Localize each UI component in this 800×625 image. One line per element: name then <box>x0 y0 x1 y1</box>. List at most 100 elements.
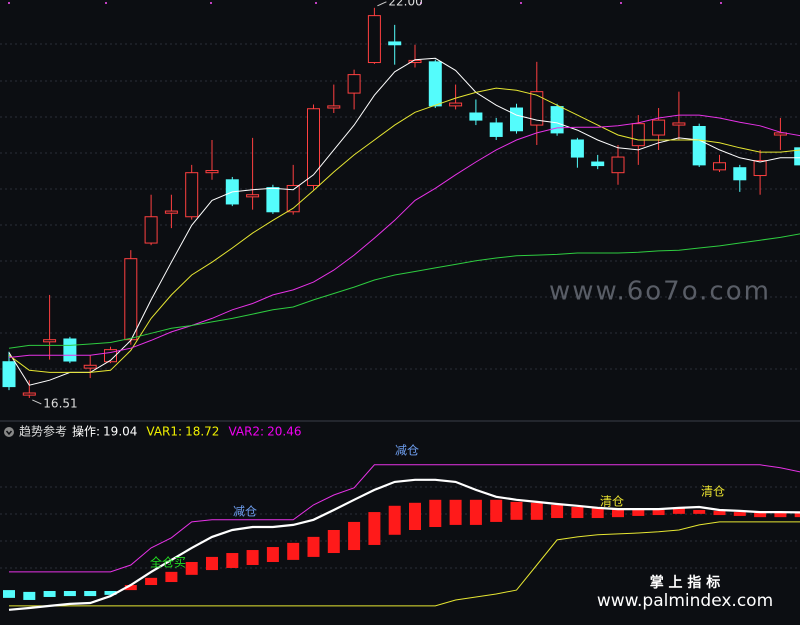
candle-body <box>2 361 16 388</box>
line <box>8 87 800 373</box>
candle-body <box>388 41 402 46</box>
line <box>8 233 800 349</box>
readouts: 操作: 19.04 VAR1: 18.72 VAR2: 20.46 <box>72 424 301 439</box>
candle-body <box>185 172 199 218</box>
signal-bar <box>3 590 15 598</box>
signal-bar <box>23 591 36 600</box>
candle-body <box>367 15 381 64</box>
readout-label: VAR2: <box>228 425 264 439</box>
candle-body <box>408 59 422 64</box>
candle-body <box>164 210 178 214</box>
signal-bar <box>124 585 137 591</box>
signal-label: 减仓 <box>233 505 257 519</box>
signal-bar <box>754 512 767 518</box>
candle-body <box>489 122 503 137</box>
candle-body <box>692 125 706 166</box>
signal-bar <box>733 512 746 516</box>
readout-value: 19.04 <box>103 425 137 439</box>
signal-bar <box>591 507 604 519</box>
collapse-arrow <box>5 430 13 436</box>
candle-body <box>713 162 726 171</box>
signal-bar <box>307 536 320 557</box>
signal-label: 清仓 <box>600 495 624 509</box>
candle-body <box>591 161 605 167</box>
line <box>9 464 800 573</box>
top-dots <box>8 2 722 4</box>
signal-bar <box>104 590 117 595</box>
signal-bar <box>185 561 198 575</box>
candle-body <box>327 105 341 109</box>
signal-label: 全仓买 <box>150 555 186 570</box>
signal-bar <box>490 499 503 522</box>
candle-body <box>205 170 219 174</box>
candle-body <box>652 119 666 136</box>
readout-value: 20.46 <box>267 425 301 439</box>
marker-arrow <box>377 1 387 7</box>
candle-body <box>570 139 584 158</box>
signal-bar <box>774 512 787 518</box>
signal-bar <box>672 507 685 514</box>
signal-bar <box>206 556 218 571</box>
signal-bar <box>632 509 645 516</box>
signal-bar <box>449 499 462 525</box>
watermark: 掌 上 指 标 <box>650 574 721 591</box>
candle-body <box>347 74 361 94</box>
candle-body <box>550 106 564 134</box>
line <box>8 114 800 358</box>
signal-bar <box>84 590 97 597</box>
watermark: www.palmindex.com <box>597 591 773 611</box>
signal-bar <box>43 590 56 597</box>
signal-bar <box>246 550 259 565</box>
readout-label: 操作: <box>72 424 100 439</box>
signal-bar <box>429 499 442 528</box>
signal-bar <box>388 505 401 535</box>
candle-body <box>753 160 767 177</box>
signal-bar <box>63 590 76 597</box>
signal-bar <box>266 547 279 562</box>
signal-bar <box>794 512 800 518</box>
candle-body <box>43 339 57 343</box>
candle-body <box>22 392 36 396</box>
candle-body <box>773 132 787 136</box>
signal-bar <box>348 521 361 551</box>
indicator-title: 趋势参考 <box>19 424 67 439</box>
signal-label: 减仓 <box>395 444 419 458</box>
candle-body <box>469 112 483 121</box>
watermark: www.6o7o.com <box>549 277 771 307</box>
signal-bar <box>368 512 381 545</box>
marker-arrow <box>32 399 42 405</box>
signal-bar <box>530 502 543 520</box>
candle-body <box>144 216 158 244</box>
collapse-icon[interactable] <box>4 427 14 437</box>
candle-body <box>510 107 523 132</box>
signal-bar <box>612 509 624 518</box>
signal-bar <box>226 553 239 568</box>
candle-body <box>428 61 442 107</box>
candle-body <box>672 122 686 126</box>
readout-label: VAR1: <box>146 425 182 439</box>
candle-body <box>246 194 260 198</box>
signal-bar <box>469 499 482 525</box>
candle-body <box>794 147 800 166</box>
signal-bar <box>145 577 158 586</box>
signal-bar <box>551 504 564 519</box>
signal-label: 清仓 <box>701 485 725 499</box>
readout-value: 18.72 <box>185 425 219 439</box>
candle-body <box>124 258 138 341</box>
signal-bar <box>287 542 300 560</box>
candle-body <box>63 338 77 362</box>
extreme-label: 22.00 <box>388 0 422 8</box>
candle-body <box>530 91 544 126</box>
line <box>9 521 800 607</box>
extreme-label: 16.51 <box>43 396 77 410</box>
candle-body <box>733 167 747 181</box>
signal-bar <box>571 506 584 519</box>
candle-body <box>631 123 645 147</box>
signal-bar <box>409 502 421 530</box>
signal-bar <box>713 510 726 516</box>
candle-body <box>611 156 625 174</box>
signal-bar <box>510 501 523 520</box>
line <box>8 478 800 611</box>
